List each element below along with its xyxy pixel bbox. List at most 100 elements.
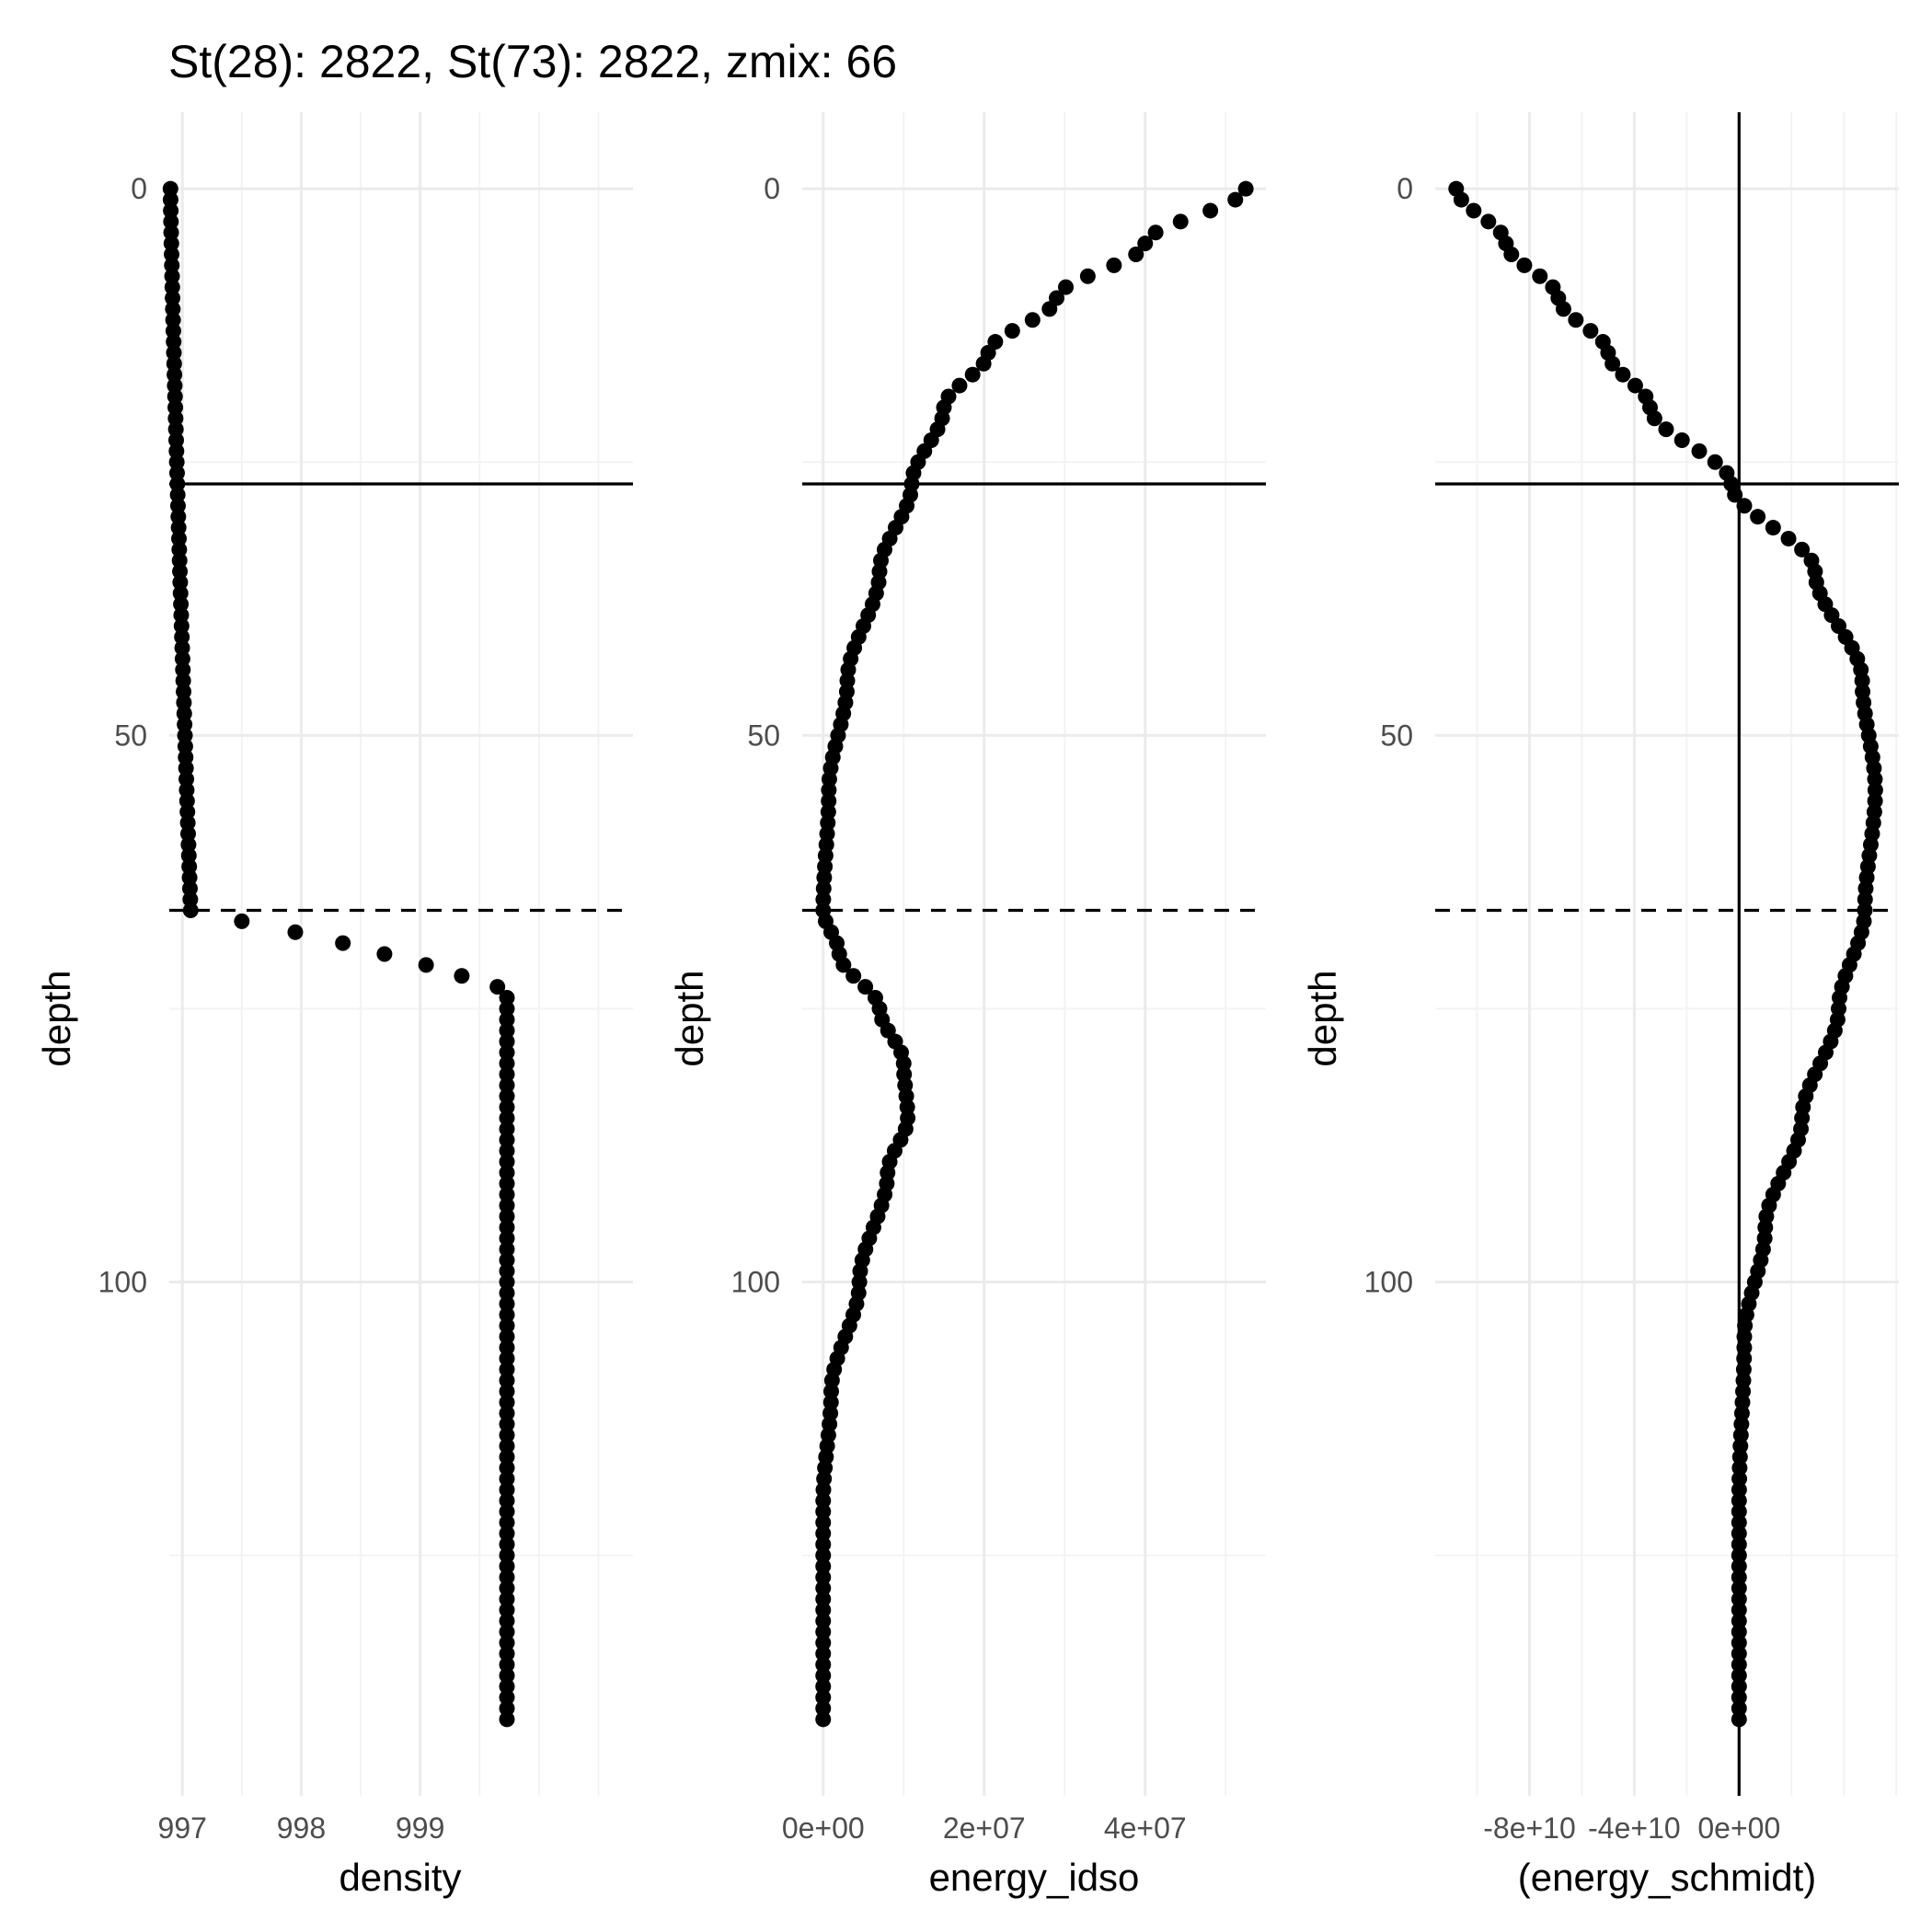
data-point	[1731, 1481, 1747, 1498]
x-tick-label: 2e+07	[943, 1811, 1026, 1845]
x-tick-label: 998	[277, 1811, 326, 1845]
data-point	[169, 498, 186, 514]
data-point	[499, 1295, 515, 1312]
data-point	[1731, 1656, 1747, 1673]
data-point	[964, 366, 981, 383]
data-point	[178, 782, 195, 799]
data-point	[376, 946, 393, 962]
data-point	[1736, 1328, 1753, 1345]
data-point	[172, 585, 189, 602]
data-point	[178, 760, 194, 776]
data-point	[171, 541, 188, 558]
data-point	[499, 1635, 515, 1651]
data-point	[499, 1273, 515, 1290]
data-point	[418, 957, 434, 973]
data-point	[499, 1481, 515, 1498]
x-tick-label: 997	[158, 1811, 207, 1845]
data-point	[175, 673, 191, 689]
data-point	[499, 1394, 515, 1410]
data-point	[165, 301, 181, 317]
data-point	[499, 1328, 515, 1345]
data-point	[499, 1087, 515, 1104]
data-point	[178, 771, 195, 788]
data-point	[815, 891, 832, 908]
data-point	[1765, 520, 1781, 536]
data-point	[162, 191, 178, 208]
data-point	[181, 869, 198, 886]
data-point	[1480, 213, 1497, 230]
data-point	[1731, 1646, 1747, 1662]
data-point	[821, 793, 837, 810]
data-point	[815, 1678, 832, 1695]
data-point	[499, 1121, 515, 1137]
data-point	[167, 421, 184, 438]
data-point	[1106, 257, 1122, 273]
data-point	[499, 1165, 515, 1181]
data-point	[499, 1569, 515, 1585]
data-point	[499, 1525, 515, 1542]
y-axis-title: depth	[1301, 970, 1344, 1066]
panel-3: -8e+10 -4e+10 0e+00 0 50 100 (energy_schmidt) d…	[1301, 112, 1899, 1899]
data-point	[1731, 1667, 1747, 1684]
data-point	[499, 1263, 515, 1280]
data-point	[169, 487, 186, 503]
data-point	[499, 1580, 515, 1596]
data-points	[162, 180, 515, 1728]
data-point	[815, 1536, 832, 1553]
data-point	[1731, 1514, 1747, 1531]
data-point	[499, 1208, 515, 1225]
data-point	[234, 913, 250, 929]
data-point	[167, 410, 184, 427]
data-point	[499, 1055, 515, 1072]
panel-1: 997 998 999 0 50 100 density depth	[35, 112, 633, 1899]
data-point	[1731, 1492, 1747, 1509]
data-point	[174, 650, 190, 667]
y-axis-title: depth	[35, 970, 78, 1066]
data-point	[173, 607, 190, 624]
data-point	[170, 509, 187, 525]
data-point	[1673, 431, 1690, 448]
data-point	[167, 399, 184, 416]
data-point	[1735, 1372, 1752, 1388]
chart-title: St(28): 2822, St(73): 2822, zmix: 66	[168, 36, 897, 87]
data-point	[164, 246, 180, 262]
data-point	[163, 236, 179, 252]
data-point	[815, 1613, 832, 1629]
data-point	[182, 902, 199, 918]
data-point	[173, 618, 190, 635]
data-point	[287, 924, 304, 940]
data-point	[179, 814, 196, 831]
y-tick-label: 100	[731, 1265, 780, 1298]
data-point	[454, 968, 470, 984]
data-point	[499, 1098, 515, 1115]
x-axis-title: energy_idso	[929, 1856, 1140, 1899]
data-point	[180, 847, 197, 864]
data-point	[1732, 1438, 1749, 1455]
x-tick-label: 4e+07	[1104, 1811, 1187, 1845]
data-point	[1867, 771, 1883, 788]
data-point	[1731, 1591, 1747, 1607]
data-point	[176, 695, 192, 711]
data-point	[164, 268, 180, 284]
data-point	[499, 1197, 515, 1213]
data-point	[815, 1591, 832, 1607]
data-point	[169, 476, 186, 492]
data-point	[1854, 673, 1870, 689]
data-point	[499, 1351, 515, 1367]
data-point	[177, 727, 193, 743]
data-point	[815, 1656, 832, 1673]
data-point	[1731, 1503, 1747, 1520]
data-point	[179, 825, 196, 842]
data-point	[1731, 1580, 1747, 1596]
data-point	[1731, 1525, 1747, 1542]
data-point	[499, 1340, 515, 1356]
data-point	[1172, 213, 1189, 230]
data-point	[166, 355, 182, 372]
data-point	[815, 1547, 832, 1564]
data-point	[1731, 1711, 1747, 1728]
data-point	[499, 1241, 515, 1258]
x-axis-title: (energy_schmidt)	[1518, 1856, 1816, 1899]
data-point	[815, 1624, 832, 1640]
data-point	[179, 804, 196, 821]
data-point	[1731, 1460, 1748, 1477]
